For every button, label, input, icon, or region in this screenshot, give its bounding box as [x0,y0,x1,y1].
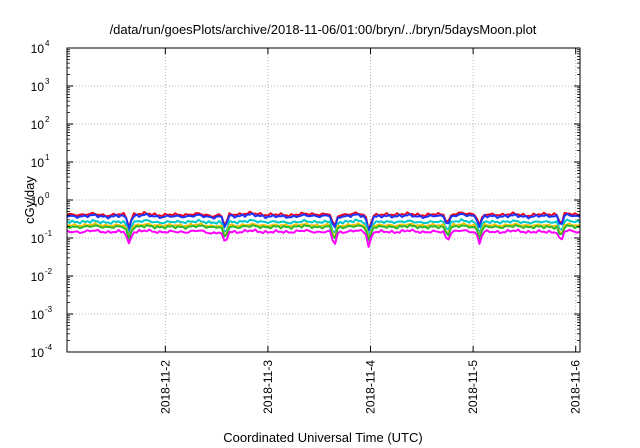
y-tick-base: 10 [31,346,45,360]
y-tick-base: 10 [31,270,45,284]
y-tick-exponent: -3 [45,305,53,314]
y-tick-base: 10 [31,156,45,170]
x-tick-label: 2018-11-5 [466,360,480,414]
y-tick-label: 10 -2 [31,267,53,284]
chart-title: /data/run/goesPlots/archive/2018-11-06/0… [110,22,537,37]
x-tick-label: 2018-11-4 [364,360,378,414]
y-tick-base: 10 [31,80,45,94]
y-axis-label: cGy/day [22,176,37,224]
y-tick-label: 10 1 [31,153,50,170]
y-tick-exponent: 3 [45,77,50,86]
x-tick-label: 2018-11-3 [261,360,275,414]
y-tick-label: 10 -3 [31,305,53,322]
series-line-6 [66,228,581,248]
x-axis: 2018-11-2 2018-11-3 2018-11-4 2018-11-5 2018… [158,48,583,414]
y-tick-label: 10 4 [31,39,50,56]
y-tick-label: 10 2 [31,115,50,132]
y-tick-exponent: 4 [45,39,50,48]
y-tick-exponent: 2 [45,115,50,124]
x-tick-label: 2018-11-2 [158,360,172,414]
y-tick-exponent: -2 [45,267,53,276]
y-tick-exponent: -4 [45,343,53,352]
y-tick-exponent: 1 [45,153,50,162]
series-line-2 [66,212,581,232]
series-line-3 [66,218,581,238]
grid [67,48,580,352]
x-axis-label: Coordinated Universal Time (UTC) [223,430,422,445]
y-tick-base: 10 [31,194,45,208]
y-tick-base: 10 [31,118,45,132]
series-line-5 [66,223,581,242]
x-tick-label: 2018-11-6 [569,360,583,414]
plot-frame [66,47,581,353]
y-tick-label: 10 3 [31,77,50,94]
y-tick-exponent: -1 [45,229,53,238]
y-tick-label: 10 -1 [31,229,53,246]
y-tick-base: 10 [31,42,45,56]
y-tick-exponent: 0 [45,191,50,200]
y-tick-base: 10 [31,308,45,322]
y-tick-label: 10 -4 [31,343,53,360]
series-layer [66,210,581,248]
y-tick-base: 10 [31,232,45,246]
y-tick-label: 10 0 [31,191,50,208]
